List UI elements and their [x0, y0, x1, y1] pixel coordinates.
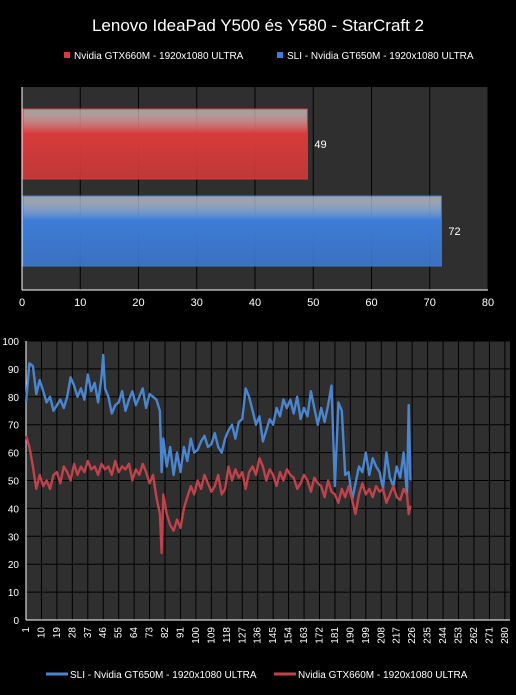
y-tick-label: 100 [2, 337, 19, 348]
x-tick-label: 127 [237, 627, 248, 644]
y-tick-label: 70 [8, 421, 20, 432]
bar-value-label: 49 [314, 139, 326, 151]
y-tick-label: 60 [8, 449, 20, 460]
legend-label: Nvidia GTX660M - 1920x1080 ULTRA [298, 670, 468, 681]
x-tick-label: 70 [424, 297, 436, 309]
legend-label: SLI - Nvidia GT650M - 1920x1080 ULTRA [70, 670, 257, 681]
x-tick-label: 0 [19, 297, 25, 309]
bar-value-label: 72 [448, 226, 460, 238]
y-tick-label: 20 [8, 560, 20, 571]
x-tick-label: 10 [36, 627, 47, 639]
chart-title: Lenovo IdeaPad Y500 és Y580 - StarCraft … [92, 16, 424, 35]
x-tick-label: 217 [392, 627, 403, 644]
x-tick-label: 199 [361, 627, 372, 644]
y-tick-label: 0 [13, 616, 19, 627]
x-tick-label: 80 [482, 297, 494, 309]
y-tick-label: 80 [8, 393, 20, 404]
x-tick-label: 19 [52, 627, 63, 639]
x-tick-label: 280 [500, 627, 511, 644]
x-tick-label: 208 [376, 627, 387, 644]
bar [22, 195, 442, 267]
x-tick-label: 55 [114, 627, 125, 639]
x-tick-label: 226 [407, 627, 418, 644]
x-tick-label: 20 [132, 297, 144, 309]
bar [22, 108, 308, 180]
y-tick-label: 10 [8, 588, 20, 599]
y-tick-label: 50 [8, 477, 20, 488]
x-tick-label: 30 [191, 297, 203, 309]
x-tick-label: 109 [206, 627, 217, 644]
legend-swatch [277, 52, 283, 58]
x-tick-label: 10 [74, 297, 86, 309]
x-tick-label: 136 [253, 627, 264, 644]
x-tick-label: 40 [249, 297, 261, 309]
y-tick-label: 40 [8, 504, 20, 515]
x-tick-label: 244 [438, 627, 449, 644]
legend-swatch [64, 52, 70, 58]
x-tick-label: 73 [145, 627, 156, 639]
series-line [24, 353, 412, 502]
x-tick-label: 91 [175, 627, 186, 639]
x-tick-label: 262 [469, 627, 480, 644]
x-tick-label: 181 [330, 627, 341, 644]
x-tick-label: 50 [307, 297, 319, 309]
legend-label: Nvidia GTX660M - 1920x1080 ULTRA [74, 51, 244, 62]
x-tick-label: 172 [314, 627, 325, 644]
y-tick-label: 30 [8, 532, 20, 543]
x-tick-label: 235 [423, 627, 434, 644]
x-tick-label: 1 [21, 627, 32, 633]
x-tick-label: 46 [98, 627, 109, 639]
x-tick-label: 28 [67, 627, 78, 639]
x-tick-label: 37 [83, 627, 94, 639]
x-tick-label: 82 [160, 627, 171, 639]
legend-label: SLI - Nvidia GT650M - 1920x1080 ULTRA [287, 51, 474, 62]
y-tick-label: 90 [8, 365, 20, 376]
x-tick-label: 145 [268, 627, 279, 644]
x-tick-label: 60 [365, 297, 377, 309]
x-tick-label: 271 [484, 627, 495, 644]
x-tick-label: 100 [191, 627, 202, 644]
bar-chart: 0 10 20 30 40 50 60 70 80 49 72 Nvidia GTX660M - 19… [19, 51, 494, 309]
x-tick-label: 64 [129, 627, 140, 639]
series-line [24, 435, 412, 555]
x-tick-label: 190 [345, 627, 356, 644]
x-tick-label: 154 [284, 627, 295, 644]
x-tick-label: 253 [454, 627, 465, 644]
x-tick-label: 118 [222, 627, 233, 643]
x-tick-label: 163 [299, 627, 310, 644]
